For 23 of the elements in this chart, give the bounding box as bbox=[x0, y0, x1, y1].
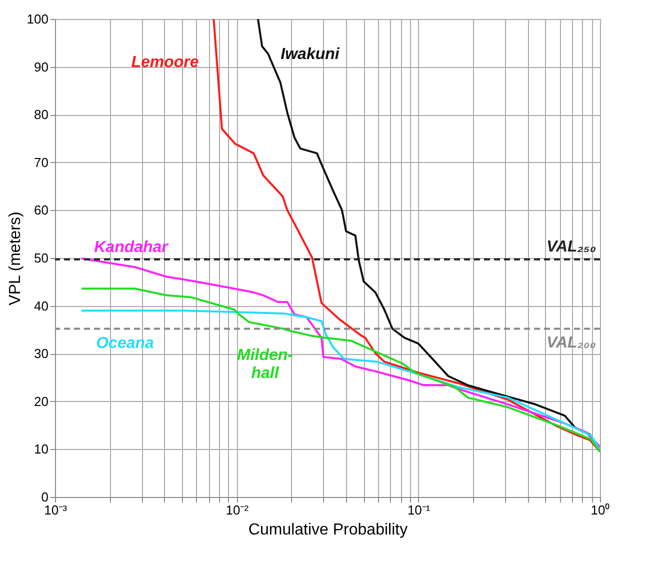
series-label: Kandahar bbox=[94, 239, 169, 256]
x-tick-label: 10⁻¹ bbox=[407, 502, 431, 518]
series-label: Oceana bbox=[96, 335, 154, 352]
y-tick-label: 80 bbox=[34, 107, 48, 122]
x-tick-label: 10⁻³ bbox=[44, 502, 68, 518]
y-tick-label: 20 bbox=[34, 394, 48, 409]
y-tick-label: 90 bbox=[34, 59, 48, 74]
y-tick-label: 30 bbox=[34, 346, 48, 362]
series-label: Milden- hall bbox=[237, 347, 293, 382]
y-tick-label: 50 bbox=[34, 250, 48, 266]
series-label: Iwakuni bbox=[280, 46, 340, 63]
y-tick-label: 0 bbox=[41, 490, 48, 504]
x-tick-label: 10⁻² bbox=[226, 502, 250, 518]
ref-line-label: VAL₂₅₀ bbox=[546, 238, 596, 256]
series-label: Lemoore bbox=[131, 54, 199, 71]
y-tick-label: 100 bbox=[26, 12, 48, 26]
y-tick-label: 70 bbox=[34, 154, 48, 170]
x-axis-title: Cumulative Probability bbox=[248, 522, 408, 538]
y-tick-label: 40 bbox=[34, 298, 48, 314]
y-tick-label: 10 bbox=[34, 442, 48, 457]
x-tick-label: 10⁰ bbox=[590, 502, 610, 518]
y-tick-label: 60 bbox=[34, 202, 48, 218]
y-axis-title: VPL (meters) bbox=[6, 212, 24, 306]
